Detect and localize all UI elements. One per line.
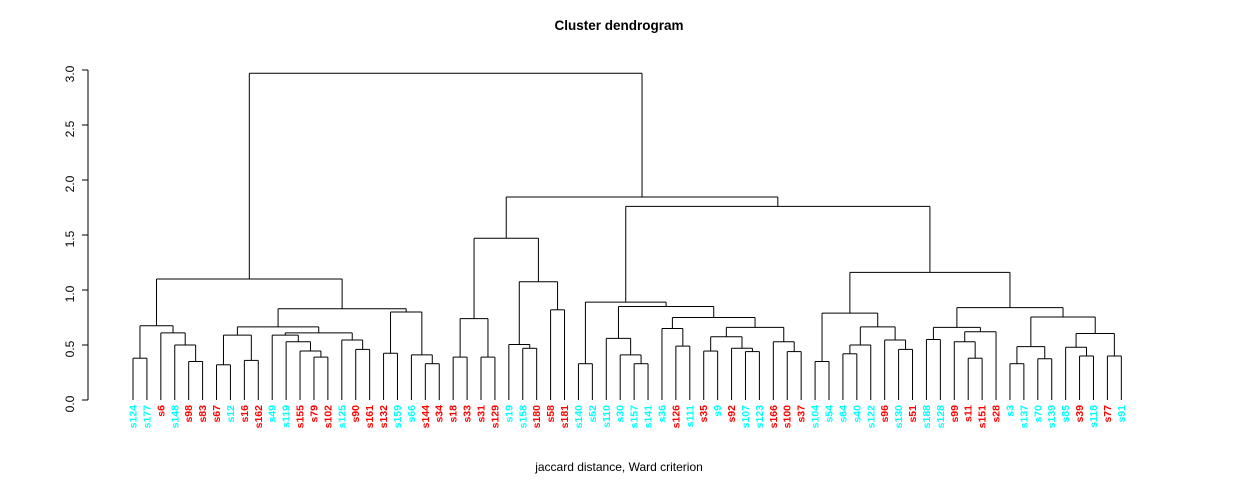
leaf-label: s104 xyxy=(810,405,822,429)
leaf-label: s119 xyxy=(281,405,293,428)
leaf-label: s128 xyxy=(935,405,947,429)
leaf-label: s36 xyxy=(656,405,668,423)
leaf-label: s125 xyxy=(336,405,348,429)
leaf-label: s158 xyxy=(517,405,529,429)
leaf-label: s58 xyxy=(545,405,557,423)
leaf-label: s122 xyxy=(865,405,877,429)
leaf-label: s137 xyxy=(1018,405,1030,429)
leaf-label: s96 xyxy=(879,405,891,423)
leaf-label: s161 xyxy=(364,405,376,429)
leaf-label: s124 xyxy=(128,405,140,429)
y-axis-tick-label: 2.5 xyxy=(63,120,77,137)
leaf-label: s148 xyxy=(169,405,181,429)
leaf-label: s92 xyxy=(726,405,738,423)
leaf-label: s30 xyxy=(615,405,627,423)
y-axis-tick-label: 3.0 xyxy=(63,65,77,82)
leaf-label: s144 xyxy=(420,405,432,429)
leaf-label: s126 xyxy=(670,405,682,429)
chart-title: Cluster dendrogram xyxy=(554,18,684,33)
leaf-label: s91 xyxy=(1116,405,1128,423)
leaf-label: s110 xyxy=(601,405,613,428)
leaf-label: s52 xyxy=(587,405,599,423)
leaf-label: s99 xyxy=(949,405,961,423)
leaf-label: s100 xyxy=(782,405,794,429)
leaf-label: s123 xyxy=(754,405,766,429)
leaf-label: s34 xyxy=(434,405,446,423)
leaf-label: s39 xyxy=(1074,405,1086,423)
leaf-label: s3 xyxy=(1004,405,1016,417)
leaf-label: s54 xyxy=(824,405,836,423)
leaf-label: s151 xyxy=(977,405,989,429)
leaf-label: s132 xyxy=(378,405,390,429)
leaf-label: s37 xyxy=(796,405,808,423)
leaf-label: s98 xyxy=(183,405,195,423)
leaf-label: s141 xyxy=(643,405,655,429)
leaf-label: s49 xyxy=(267,405,279,423)
y-axis-tick-label: 1.0 xyxy=(63,285,77,302)
leaf-label: s79 xyxy=(308,405,320,423)
leaf-label: s107 xyxy=(740,405,752,429)
leaf-label: s111 xyxy=(684,405,696,427)
leaf-label: s12 xyxy=(225,405,237,423)
leaf-label: s188 xyxy=(921,405,933,429)
leaf-label: s102 xyxy=(322,405,334,429)
leaf-label: s85 xyxy=(1060,405,1072,423)
leaf-label: s90 xyxy=(350,405,362,423)
leaf-label: s157 xyxy=(629,405,641,429)
leaf-label: s77 xyxy=(1102,405,1114,423)
leaf-label: s51 xyxy=(907,405,919,423)
leaf-label: s129 xyxy=(489,405,501,429)
leaf-label: s83 xyxy=(197,405,209,423)
leaf-label: s70 xyxy=(1032,405,1044,423)
leaf-label: s140 xyxy=(573,405,585,429)
leaf-label: s130 xyxy=(893,405,905,429)
leaf-label: s64 xyxy=(837,405,849,423)
leaf-label: s180 xyxy=(531,405,543,429)
leaf-label: s28 xyxy=(991,405,1003,423)
leaf-label: s166 xyxy=(768,405,780,429)
leaf-label: s162 xyxy=(253,405,265,429)
y-axis-tick-label: 2.0 xyxy=(63,175,77,192)
leaf-label: s40 xyxy=(851,405,863,423)
leaf-label: s35 xyxy=(698,405,710,423)
y-axis-tick-label: 0.5 xyxy=(63,340,77,357)
y-axis-tick-label: 1.5 xyxy=(63,230,77,247)
leaf-label: s159 xyxy=(392,405,404,429)
leaf-label: s155 xyxy=(295,405,307,429)
y-axis-tick-label: 0.0 xyxy=(63,395,77,412)
leaf-label: s11 xyxy=(963,405,975,422)
leaf-label: s118 xyxy=(1088,405,1100,428)
leaf-label: s67 xyxy=(211,405,223,423)
leaf-label: s16 xyxy=(239,405,251,423)
leaf-label: s181 xyxy=(559,405,571,429)
leaf-label: s19 xyxy=(503,405,515,423)
leaf-label: s66 xyxy=(406,405,418,423)
leaf-label: s139 xyxy=(1046,405,1058,429)
leaf-label: s6 xyxy=(155,405,167,417)
leaf-label: s18 xyxy=(448,405,460,423)
leaf-label: s9 xyxy=(712,405,724,417)
leaf-label: s33 xyxy=(462,405,474,423)
chart-caption: jaccard distance, Ward criterion xyxy=(535,460,703,474)
leaf-label: s177 xyxy=(141,405,153,429)
leaf-label: s31 xyxy=(476,405,488,423)
